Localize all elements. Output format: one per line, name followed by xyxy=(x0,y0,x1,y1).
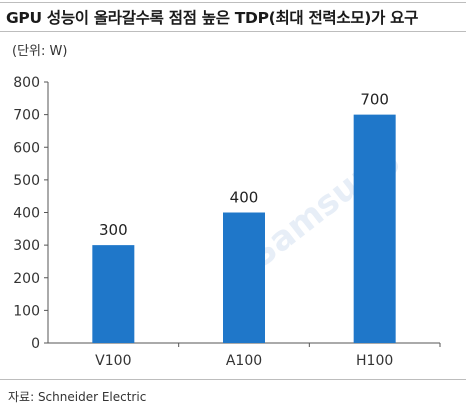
unit-label: (단위: W) xyxy=(12,44,68,59)
title-divider xyxy=(0,31,466,32)
y-tick-label: 400 xyxy=(13,206,40,222)
x-tick-label-h100: H100 xyxy=(356,353,393,369)
title-divider-top xyxy=(0,2,466,3)
bar-h100 xyxy=(353,114,396,343)
bar-v100 xyxy=(92,245,135,343)
data-label-a100: 400 xyxy=(230,189,259,207)
y-tick-label: 700 xyxy=(13,108,40,124)
source-divider xyxy=(0,379,466,380)
source-note: 자료: Schneider Electric xyxy=(8,390,147,404)
page-title: GPU 성능이 올라갈수록 점점 높은 TDP(최대 전력소모)가 요구 xyxy=(6,9,419,27)
data-label-h100: 700 xyxy=(360,91,389,109)
bar-a100 xyxy=(223,212,265,343)
y-tick-label: 800 xyxy=(13,75,40,91)
x-tick-label-a100: A100 xyxy=(226,353,262,369)
data-label-v100: 300 xyxy=(99,221,128,239)
x-tick-label-v100: V100 xyxy=(95,353,131,369)
y-tick-label: 600 xyxy=(13,140,40,156)
y-tick-label: 300 xyxy=(13,238,40,254)
y-tick-label: 100 xyxy=(13,303,40,319)
y-tick-label: 500 xyxy=(13,173,40,189)
y-tick-label: 200 xyxy=(13,271,40,287)
y-tick-label: 0 xyxy=(31,336,40,352)
